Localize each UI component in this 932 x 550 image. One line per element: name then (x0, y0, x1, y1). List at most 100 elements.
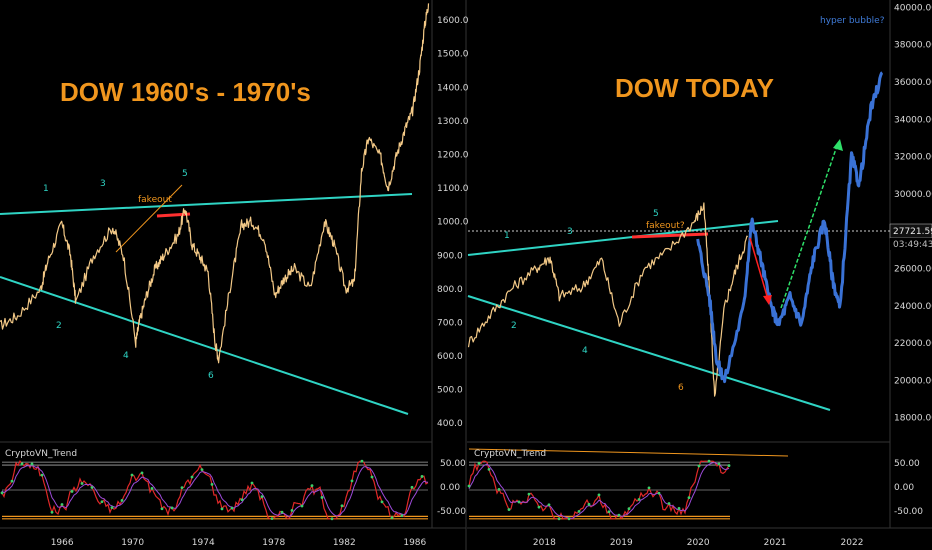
indicator-signal-dot (517, 500, 521, 504)
indicator-signal-dot (200, 468, 204, 472)
indicator-signal-dot (290, 509, 294, 512)
time-tick-label: 1966 (51, 538, 74, 548)
wave-label: 1 (43, 184, 49, 194)
indicator-signal-dot (110, 506, 114, 509)
price-series-line (0, 3, 430, 364)
price-tick-label: 1600.0 (437, 16, 469, 26)
price-tick-label: 400.0 (437, 419, 463, 429)
projection-up-arrowhead (833, 139, 843, 151)
indicator-signal-dot (10, 479, 14, 483)
indicator-signal-dot (350, 479, 354, 483)
support-trendline (467, 295, 831, 411)
indicator-signal-dot (557, 517, 561, 521)
fakeout-red-line (631, 232, 709, 239)
indicator-signal-dot (410, 485, 414, 489)
price-tick-label: 1100.0 (437, 184, 469, 194)
price-series-line (696, 71, 884, 384)
indicator-fast-line (1, 460, 429, 520)
resistance-trendline (0, 193, 413, 215)
indicator-signal-dot (130, 473, 134, 477)
price-tick-label: 1200.0 (437, 151, 469, 161)
price-tick-label: 40000.00 (894, 3, 932, 13)
time-tick-label: 2018 (533, 538, 556, 548)
wave-label: 2 (56, 321, 62, 331)
indicator-signal-dot (677, 506, 681, 510)
wave-label: 4 (123, 351, 129, 361)
indicator-tick: -50.00 (437, 507, 466, 517)
time-tick-label: 2021 (764, 538, 787, 548)
indicator-signal-dot (270, 517, 274, 521)
indicator-signal-dot (607, 510, 611, 514)
indicator-name: CryptoVN_Trend (5, 449, 77, 459)
indicator-tick: 50.00 (440, 459, 466, 469)
right-time-axis: 2018 2019 2020 2021 2022 (533, 538, 864, 548)
dow-price-series (0, 3, 430, 364)
price-tick-label: 1500.0 (437, 50, 469, 60)
indicator-signal-dot (667, 502, 671, 505)
indicator-signal-dot (617, 513, 621, 517)
indicator-signal-dot (380, 500, 384, 504)
price-tick-label: 30000.00 (894, 190, 932, 200)
indicator-signal-dot (320, 496, 324, 499)
price-tick-label: 900.0 (437, 251, 463, 261)
indicator-signal-dot (260, 495, 264, 499)
countdown-label: 03:49:43 (893, 240, 932, 250)
indicator-signal-dot (210, 483, 214, 486)
indicator-signal-dot (70, 490, 74, 493)
resistance-trendline (467, 220, 779, 256)
indicator-signal-dot (20, 462, 24, 466)
indicator-signal-dot (280, 510, 284, 514)
indicator-signal-dot (507, 508, 511, 511)
time-tick-label: 1982 (333, 538, 356, 548)
indicator-signal-dot (50, 510, 54, 514)
indicator-signal-dot (487, 467, 491, 471)
left-time-axis: 1966 1970 1974 1978 1982 1986 (51, 538, 427, 548)
wave-label: 6 (208, 371, 214, 381)
indicator-signal-dot (577, 509, 581, 513)
projection-down-arrowhead (763, 295, 772, 305)
current-price-label: 27721.59 (893, 227, 932, 237)
right-price-axis: 18000.00 20000.00 22000.00 24000.00 26000.00… (894, 3, 932, 423)
time-tick-label: 1986 (403, 538, 426, 548)
wave-label: 4 (582, 346, 588, 356)
time-tick-label: 1974 (192, 538, 215, 548)
hyper-bubble-annotation: hyper bubble? (820, 16, 885, 26)
indicator-signal-dot (300, 504, 304, 508)
indicator-signal-dot (477, 462, 481, 465)
left-price-axis: 400.0 500.0 600.0 700.0 800.0 900.0 1000.0 1100… (437, 16, 469, 429)
fakeout-annotation: fakeout (138, 195, 172, 205)
time-tick-label: 2019 (610, 538, 633, 548)
price-tick-label: 20000.00 (894, 376, 932, 386)
indicator-signal-dot (330, 517, 334, 521)
countdown-box (890, 238, 932, 250)
price-tick-label: 24000.00 (894, 302, 932, 312)
cryptovn-trend-indicator (0, 459, 429, 521)
indicator-signal-dot (697, 464, 701, 468)
indicator-tick: 0.00 (440, 483, 460, 493)
indicator-signal-dot (340, 504, 344, 508)
indicator-signal-dot (80, 482, 84, 485)
cryptovn-trend-indicator (467, 459, 731, 521)
indicator-signal-dot (140, 471, 144, 475)
price-tick-label: 1000.0 (437, 218, 469, 228)
support-trendline (0, 276, 409, 415)
price-tick-label: 18000.00 (894, 414, 932, 424)
indicator-signal-dot (240, 498, 244, 502)
indicator-signal-dot (420, 475, 424, 478)
dow-today-chart: 18000.00 20000.00 22000.00 24000.00 26000.00… (467, 3, 932, 548)
indicator-signal-dot (390, 516, 394, 520)
price-tick-label: 32000.00 (894, 153, 932, 163)
wave-label: 5 (182, 169, 188, 179)
indicator-tick: -50.00 (894, 507, 923, 517)
indicator-signal-dot (627, 507, 631, 511)
indicator-signal-dot (150, 487, 154, 490)
indicator-signal-dot (467, 484, 471, 488)
fakeout-rise-line (115, 184, 183, 253)
indicator-signal-dot (637, 498, 641, 501)
indicator-trendline (468, 448, 789, 457)
time-tick-label: 2020 (687, 538, 710, 548)
wave-label: 6 (678, 383, 684, 393)
indicator-signal-dot (497, 487, 501, 491)
indicator-signal-dot (537, 505, 541, 509)
indicator-signal-dot (170, 506, 174, 510)
